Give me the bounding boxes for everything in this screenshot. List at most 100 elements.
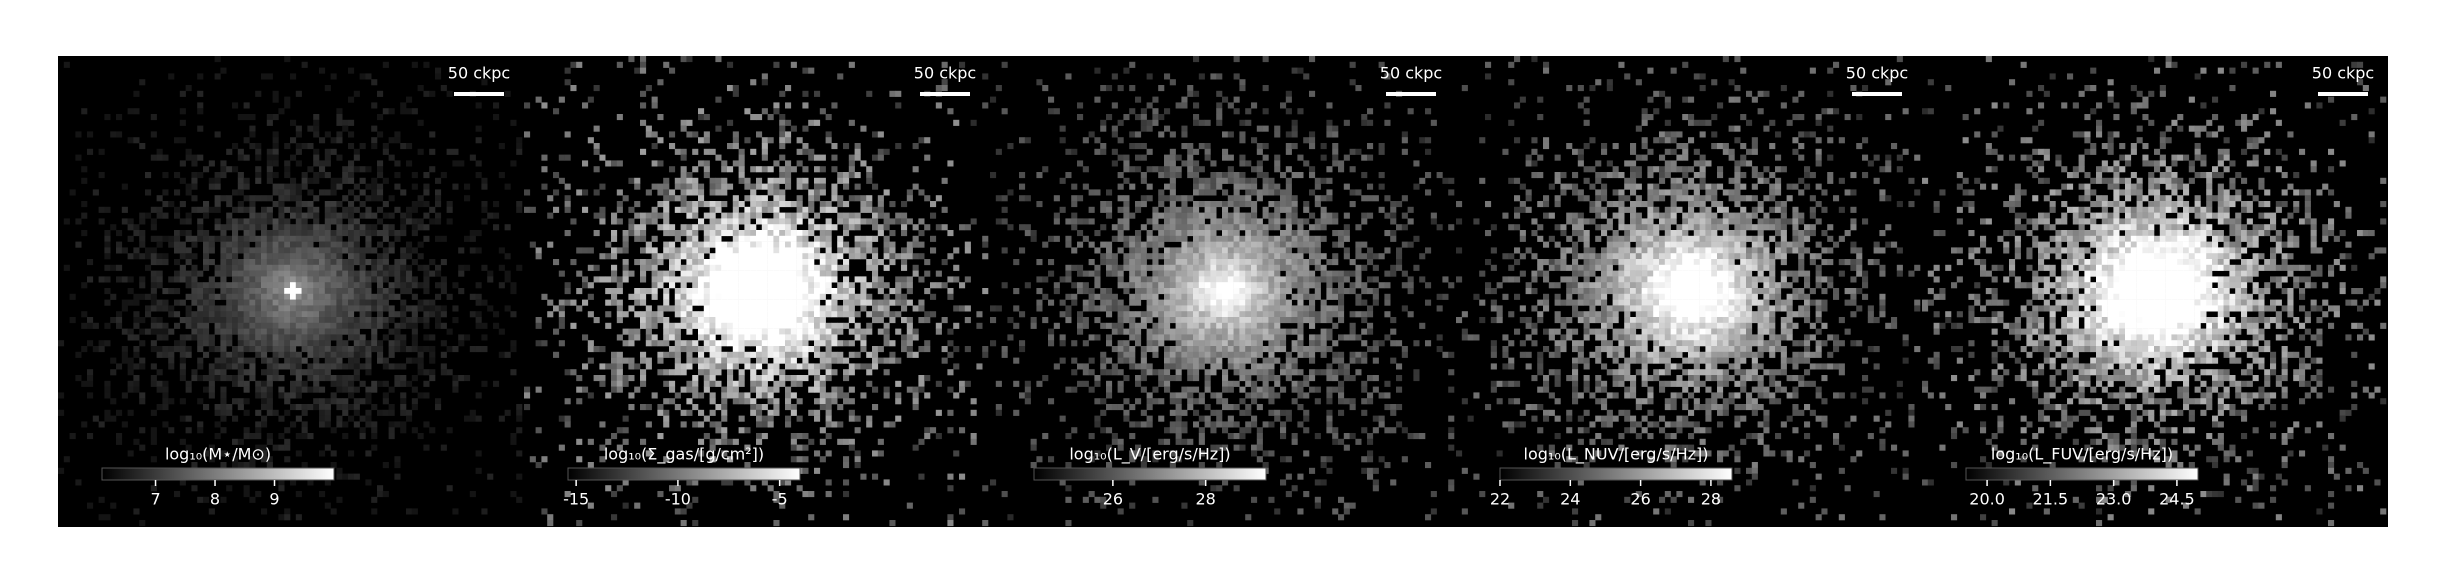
pixel: [605, 299, 612, 306]
pixel: [371, 247, 378, 254]
pixel: [831, 154, 838, 161]
pixel: [680, 311, 687, 318]
pixel: [1164, 375, 1171, 382]
pixel: [669, 351, 676, 358]
pixel: [110, 502, 117, 509]
pixel: [732, 264, 739, 271]
pixel: [295, 288, 302, 295]
pixel: [1204, 119, 1211, 126]
pixel: [785, 415, 792, 422]
pixel: [918, 305, 925, 312]
pixel: [284, 172, 291, 179]
pixel: [1077, 363, 1084, 370]
pixel: [645, 328, 652, 335]
pixel: [622, 380, 629, 387]
pixel: [703, 131, 710, 138]
pixel: [1169, 311, 1176, 318]
pixel: [475, 247, 482, 254]
pixel: [843, 247, 850, 254]
pixel: [1135, 270, 1142, 277]
pixel: [1036, 201, 1043, 208]
pixel: [255, 276, 262, 283]
pixel: [104, 386, 111, 393]
pixel: [121, 206, 128, 213]
pixel: [1077, 282, 1084, 289]
pixel: [1181, 143, 1188, 150]
pixel: [1140, 317, 1147, 324]
pixel: [831, 311, 838, 318]
pixel: [703, 369, 710, 376]
pixel: [912, 235, 919, 242]
pixel: [698, 363, 705, 370]
pixel: [226, 259, 233, 266]
pixel: [104, 241, 111, 248]
pixel: [727, 253, 734, 260]
pixel: [587, 293, 594, 300]
pixel: [732, 438, 739, 445]
pixel: [773, 195, 780, 202]
pixel: [825, 392, 832, 399]
pixel: [301, 328, 308, 335]
pixel: [773, 334, 780, 341]
pixel: [353, 288, 360, 295]
pixel: [1106, 299, 1113, 306]
pixel: [1117, 206, 1124, 213]
pixel: [895, 212, 902, 219]
pixel: [150, 433, 157, 440]
pixel: [156, 241, 163, 248]
pixel: [947, 293, 954, 300]
pixel: [133, 351, 140, 358]
pixel: [220, 392, 227, 399]
colorbar-tick-label: 9: [269, 490, 279, 509]
pixel: [162, 154, 169, 161]
pixel: [814, 380, 821, 387]
pixel: [1181, 305, 1188, 312]
pixel: [307, 363, 314, 370]
pixel: [307, 224, 314, 231]
pixel: [831, 293, 838, 300]
pixel: [342, 247, 349, 254]
pixel: [611, 369, 618, 376]
pixel: [732, 195, 739, 202]
pixel: [307, 299, 314, 306]
pixel: [1146, 398, 1153, 405]
pixel: [319, 264, 326, 271]
pixel: [1164, 212, 1171, 219]
pixel: [353, 206, 360, 213]
pixel: [732, 160, 739, 167]
pixel: [1198, 334, 1205, 341]
pixel: [417, 224, 424, 231]
pixel: [336, 415, 343, 422]
pixel: [191, 322, 198, 329]
pixel: [628, 206, 635, 213]
pixel: [779, 172, 786, 179]
pixel: [342, 119, 349, 126]
pixel: [208, 276, 215, 283]
pixel: [295, 386, 302, 393]
pixel: [837, 177, 844, 184]
pixel: [377, 131, 384, 138]
pixel: [703, 375, 710, 382]
pixel: [191, 264, 198, 271]
pixel: [906, 502, 913, 509]
pixel: [1048, 340, 1055, 347]
pixel: [156, 305, 163, 312]
pixel: [324, 363, 331, 370]
pixel: [377, 282, 384, 289]
pixel: [1193, 363, 1200, 370]
pixel: [1198, 293, 1205, 300]
pixel: [272, 409, 279, 416]
pixel: [814, 90, 821, 97]
pixel: [1146, 404, 1153, 411]
pixel: [348, 270, 355, 277]
pixel: [860, 346, 867, 353]
pixel: [995, 404, 1002, 411]
pixel: [255, 427, 262, 434]
pixel: [237, 351, 244, 358]
pixel: [709, 264, 716, 271]
pixel: [272, 148, 279, 155]
pixel: [237, 224, 244, 231]
pixel: [243, 334, 250, 341]
pixel: [912, 183, 919, 190]
pixel: [732, 131, 739, 138]
